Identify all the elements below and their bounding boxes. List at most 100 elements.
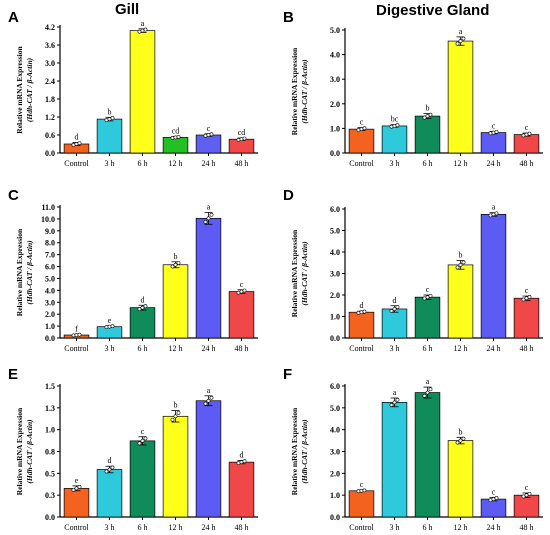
bar-12h <box>447 264 474 339</box>
replicate-point <box>206 216 211 221</box>
replicate-point <box>392 307 397 311</box>
bar-48h <box>228 138 255 154</box>
x-tick-label: 12 h <box>169 344 183 353</box>
x-tick-label: 12 h <box>169 159 183 168</box>
significance-letter: a <box>393 388 397 397</box>
replicate-point <box>203 133 208 138</box>
bar-24h <box>195 400 222 518</box>
significance-letter: c <box>141 427 145 436</box>
replicate-point <box>110 116 115 120</box>
y-tick-label: 8.0 <box>45 239 55 248</box>
y-tick-label: 1.2 <box>45 113 55 122</box>
replicate-point <box>428 387 433 392</box>
chart-panel-a: A Relative mRNA Expression (Hdh-CAT / β-Ac… <box>8 9 258 168</box>
y-tick-label: 4.0 <box>45 286 55 295</box>
x-tick-label: 24 h <box>202 344 216 353</box>
significance-letter: a <box>207 202 211 211</box>
x-tick-label: 6 h <box>423 344 433 353</box>
replicate-point <box>422 393 427 398</box>
replicate-point <box>359 310 364 315</box>
y-tick-label: 1.0 <box>45 322 55 331</box>
replicate-point <box>395 397 400 402</box>
x-tick-label: 24 h <box>487 523 501 532</box>
significance-letter: d <box>75 133 79 142</box>
y-axis-sublabel: (Hdh-CAT / β-Actin) <box>300 241 309 306</box>
y-tick-label: 1.5 <box>45 382 55 391</box>
significance-letter: bc <box>391 115 399 124</box>
replicate-point <box>239 137 244 142</box>
y-tick-label: 1.0 <box>330 491 340 500</box>
y-tick-label: 2.0 <box>45 310 55 319</box>
x-tick-label: 48 h <box>520 523 534 532</box>
bar-12h <box>162 415 189 518</box>
replicate-point <box>455 440 460 445</box>
replicate-point <box>137 307 142 311</box>
x-tick-label: 48 h <box>520 159 534 168</box>
bar-12h <box>447 440 474 518</box>
replicate-point <box>209 212 214 217</box>
x-tick-label: 48 h <box>235 523 249 532</box>
x-tick-label: 12 h <box>169 523 183 532</box>
significance-letter: a <box>492 203 496 212</box>
replicate-point <box>242 136 247 141</box>
replicate-point <box>104 469 109 474</box>
x-tick-label: Control <box>349 159 374 168</box>
replicate-point <box>206 398 211 403</box>
replicate-point <box>359 488 364 493</box>
y-tick-label: 3.0 <box>330 448 340 457</box>
replicate-point <box>428 293 433 298</box>
significance-letter: e <box>75 476 79 485</box>
replicate-point <box>488 131 493 136</box>
replicate-point <box>392 124 397 128</box>
bar-control <box>348 128 375 154</box>
replicate-point <box>74 333 79 337</box>
x-tick-label: 6 h <box>423 159 433 168</box>
replicate-point <box>524 296 529 301</box>
bar-24h <box>195 217 222 339</box>
replicate-point <box>236 138 241 142</box>
replicate-point <box>176 261 181 265</box>
replicate-point <box>77 141 82 146</box>
replicate-point <box>209 395 214 400</box>
replicate-point <box>491 130 496 135</box>
bar-3h <box>381 308 408 339</box>
replicate-point <box>362 488 367 493</box>
panel-label: C <box>8 187 19 204</box>
significance-letter: b <box>174 252 178 261</box>
replicate-point <box>356 489 361 494</box>
y-tick-label: 5.0 <box>45 274 55 283</box>
x-tick-label: 6 h <box>423 523 433 532</box>
replicate-point <box>242 288 247 293</box>
y-tick-label: 3.0 <box>330 270 340 279</box>
y-tick-label: 6.0 <box>330 382 340 391</box>
replicate-point <box>521 494 526 499</box>
replicate-point <box>137 441 142 446</box>
replicate-point <box>356 310 361 315</box>
replicate-point <box>77 332 82 337</box>
significance-letter: c <box>525 123 529 132</box>
bar-6h <box>129 307 156 339</box>
significance-letter: c <box>492 121 496 130</box>
bar-48h <box>228 461 255 518</box>
y-tick-label: 0.6 <box>45 131 55 140</box>
bar-3h <box>381 125 408 154</box>
replicate-point <box>143 436 148 441</box>
y-tick-label: 0.5 <box>45 469 55 478</box>
significance-letter: d <box>108 456 112 465</box>
significance-letter: b <box>108 107 112 116</box>
replicate-point <box>425 390 430 395</box>
significance-letter: c <box>426 285 430 294</box>
replicate-point <box>455 41 460 46</box>
replicate-point <box>494 496 499 500</box>
significance-letter: c <box>525 286 529 295</box>
y-tick-label: 5.0 <box>330 227 340 236</box>
panel-label: F <box>283 366 292 383</box>
bar-6h <box>129 440 156 518</box>
y-axis-label: Relative mRNA Expression <box>15 407 24 495</box>
replicate-point <box>176 134 181 139</box>
replicate-point <box>170 264 175 269</box>
x-tick-label: Control <box>349 523 374 532</box>
significance-letter: b <box>459 251 463 260</box>
x-tick-label: 3 h <box>105 523 115 532</box>
replicate-point <box>527 295 532 299</box>
